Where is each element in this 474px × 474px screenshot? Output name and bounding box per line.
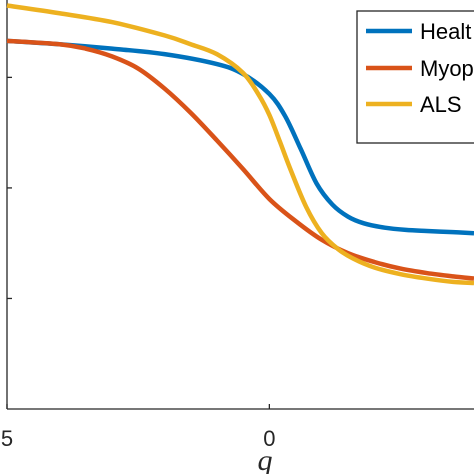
x-axis-label: q — [258, 444, 273, 474]
series-line-healt — [6, 38, 474, 236]
x-tick-label-1: 0 — [263, 426, 275, 451]
series-line-als — [6, 3, 474, 286]
x-tick-label-0: 5 — [1, 426, 13, 451]
ticks — [6, 76, 271, 409]
series-lines — [6, 3, 474, 286]
legend: Healt Myop ALS — [356, 10, 474, 144]
legend-entries: Healt Myop ALS — [366, 19, 474, 117]
legend-label-healt: Healt — [420, 19, 471, 44]
series-line-myop — [6, 38, 474, 281]
plot-area — [6, 0, 474, 410]
legend-label-myop: Myop — [420, 56, 474, 81]
legend-label-als: ALS — [420, 92, 462, 117]
